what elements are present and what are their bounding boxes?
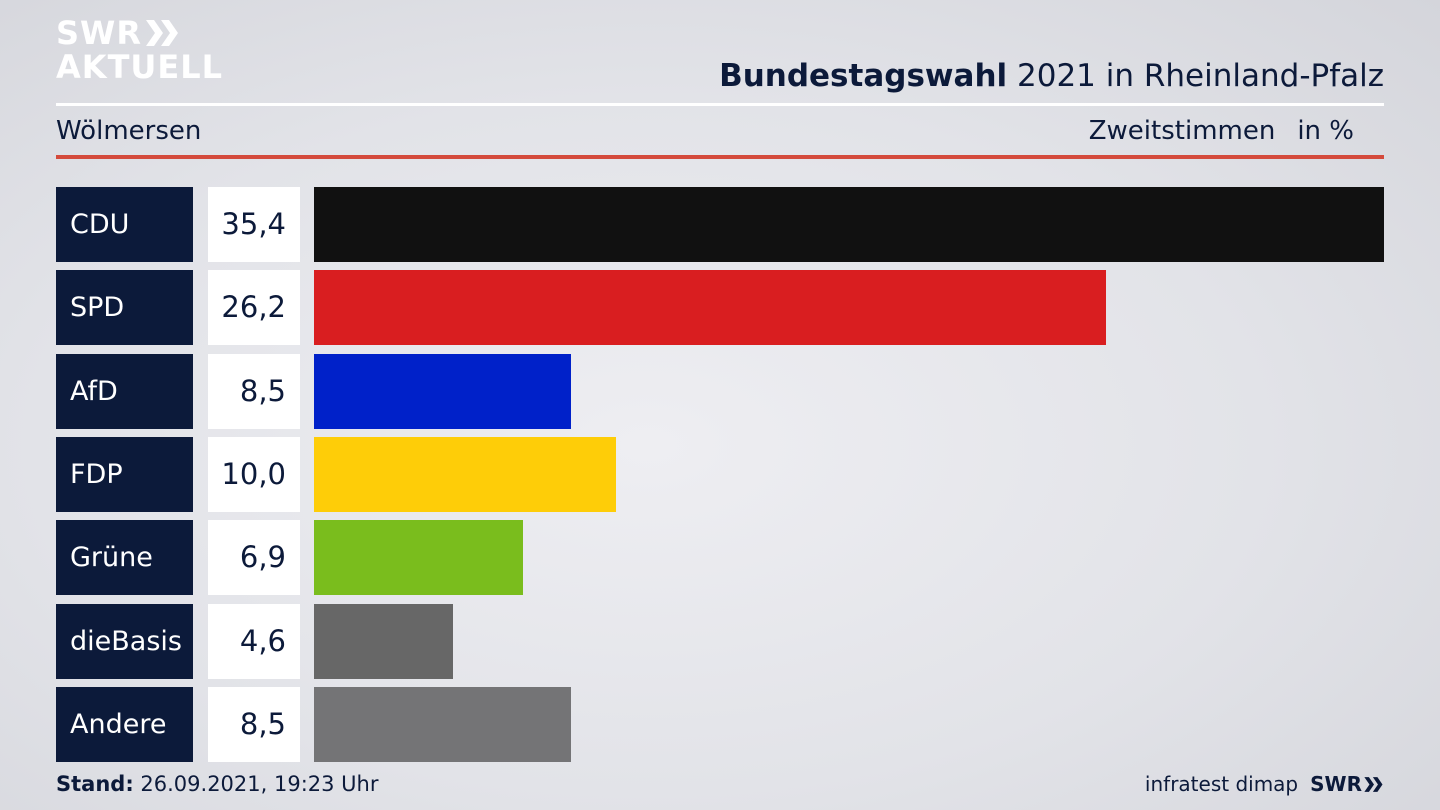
page-title: Bundestagswahl 2021 in Rheinland-Pfalz bbox=[719, 58, 1384, 94]
source-text: infratest dimap bbox=[1144, 772, 1299, 796]
bar bbox=[314, 354, 571, 429]
title-bold: Bundestagswahl bbox=[719, 58, 1008, 94]
chart-row: Grüne 6,9 bbox=[56, 520, 1384, 595]
source-credit: infratest dimap SWR bbox=[1145, 772, 1384, 796]
party-label: SPD bbox=[56, 270, 193, 345]
swr-brand-text: SWR bbox=[1310, 772, 1362, 796]
party-label: FDP bbox=[56, 437, 193, 512]
bar bbox=[314, 187, 1384, 262]
chart-row: dieBasis 4,6 bbox=[56, 604, 1384, 679]
logo-swr-text: SWR bbox=[56, 14, 142, 52]
header-divider bbox=[56, 103, 1384, 106]
value-label: 10,0 bbox=[208, 437, 300, 512]
value-label: 8,5 bbox=[208, 354, 300, 429]
value-label: 35,4 bbox=[208, 187, 300, 262]
party-label: AfD bbox=[56, 354, 193, 429]
bar bbox=[314, 437, 616, 512]
chevrons-small-icon bbox=[1364, 776, 1383, 792]
bar bbox=[314, 687, 571, 762]
bar bbox=[314, 520, 523, 595]
party-label: Grüne bbox=[56, 520, 193, 595]
swr-brand: SWR bbox=[1310, 772, 1384, 796]
swr-aktuell-logo: SWR AKTUELL bbox=[56, 16, 223, 84]
chart-row: SPD 26,2 bbox=[56, 270, 1384, 345]
bar bbox=[314, 270, 1106, 345]
value-label: 8,5 bbox=[208, 687, 300, 762]
chart-row: FDP 10,0 bbox=[56, 437, 1384, 512]
chart-row: Andere 8,5 bbox=[56, 687, 1384, 762]
unit-text: in % bbox=[1297, 116, 1354, 146]
measure-text: Zweitstimmen bbox=[1088, 116, 1276, 146]
stand-label: Stand: bbox=[56, 772, 134, 796]
logo-aktuell-text: AKTUELL bbox=[56, 48, 224, 86]
stand-value: 26.09.2021, 19:23 Uhr bbox=[133, 772, 379, 796]
value-label: 26,2 bbox=[208, 270, 300, 345]
chart-row: CDU 35,4 bbox=[56, 187, 1384, 262]
bar bbox=[314, 604, 453, 679]
chart-row: AfD 8,5 bbox=[56, 354, 1384, 429]
region-name: Wölmersen bbox=[56, 116, 202, 146]
accent-divider bbox=[56, 155, 1384, 159]
value-label: 4,6 bbox=[208, 604, 300, 679]
timestamp: Stand: 26.09.2021, 19:23 Uhr bbox=[56, 772, 379, 796]
party-label: Andere bbox=[56, 687, 193, 762]
measure-label: Zweitstimmen in % bbox=[1089, 116, 1354, 146]
chevrons-icon bbox=[145, 20, 178, 46]
party-label: dieBasis bbox=[56, 604, 193, 679]
value-label: 6,9 bbox=[208, 520, 300, 595]
title-rest: 2021 in Rheinland-Pfalz bbox=[1007, 58, 1384, 94]
party-label: CDU bbox=[56, 187, 193, 262]
